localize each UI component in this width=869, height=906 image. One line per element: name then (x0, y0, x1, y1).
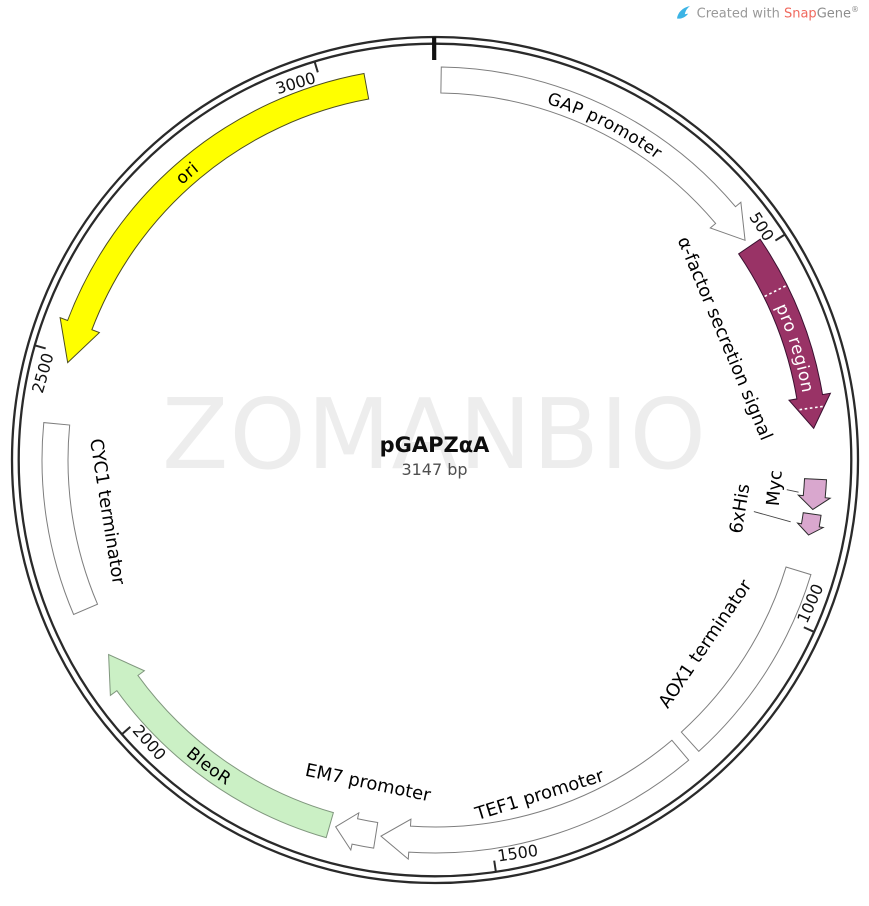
feature-label-em7-promoter: EM7 promoter (303, 760, 433, 807)
tick-mark-2000 (121, 726, 131, 735)
watermark: ZOMANBIO (162, 378, 707, 491)
feature-aox1-terminator (680, 566, 812, 753)
feature-arrows (41, 66, 832, 861)
feature-band-label-gap-promoter-main: GAP promoter (545, 89, 666, 163)
feature-alpha-factor-secretion-signal-separator-0 (764, 285, 787, 298)
backbone-outer-circle (10, 35, 860, 885)
backbone-inner-circle (17, 42, 853, 878)
feature-leader-6xhis (753, 511, 791, 523)
feature-myc (796, 478, 832, 511)
feature-label-myc: Myc (763, 469, 787, 507)
feature-tef1-promoter (380, 739, 690, 861)
feature-6xhis (796, 512, 825, 536)
tick-mark-2500 (34, 344, 46, 350)
feature-alpha-factor-secretion-signal-separator-1 (799, 405, 824, 411)
feature-gap-promoter (440, 66, 746, 242)
feature-alpha-factor-secretion-signal (737, 238, 832, 430)
backbone-circles (10, 35, 860, 885)
tick-label-500: 500 (745, 209, 778, 245)
feature-bleor (108, 653, 335, 839)
brand-snap: Snap (783, 6, 817, 22)
feature-band-label-text-gap-promoter: GAP promoter (545, 89, 665, 163)
tick-mark-1500 (493, 860, 497, 872)
brand-gene: Gene (816, 6, 851, 22)
tick-mark-3000 (313, 61, 319, 73)
snapgene-logo-icon (676, 6, 690, 19)
snapgene-credit: Created with SnapGene® (676, 5, 859, 21)
feature-em7-promoter (334, 811, 379, 852)
tick-mark-500 (774, 233, 786, 242)
feature-label-6xhis: 6xHis (726, 482, 755, 535)
registered-mark: ® (851, 5, 859, 14)
feature-label-cyc1-terminator: CYC1 terminator (85, 437, 129, 587)
feature-cyc1-terminator (41, 422, 99, 616)
feature-leader-myc (786, 489, 799, 493)
tick-mark-1000 (803, 626, 815, 633)
feature-ori (59, 72, 370, 364)
credit-text: Created with SnapGene® (696, 5, 859, 22)
